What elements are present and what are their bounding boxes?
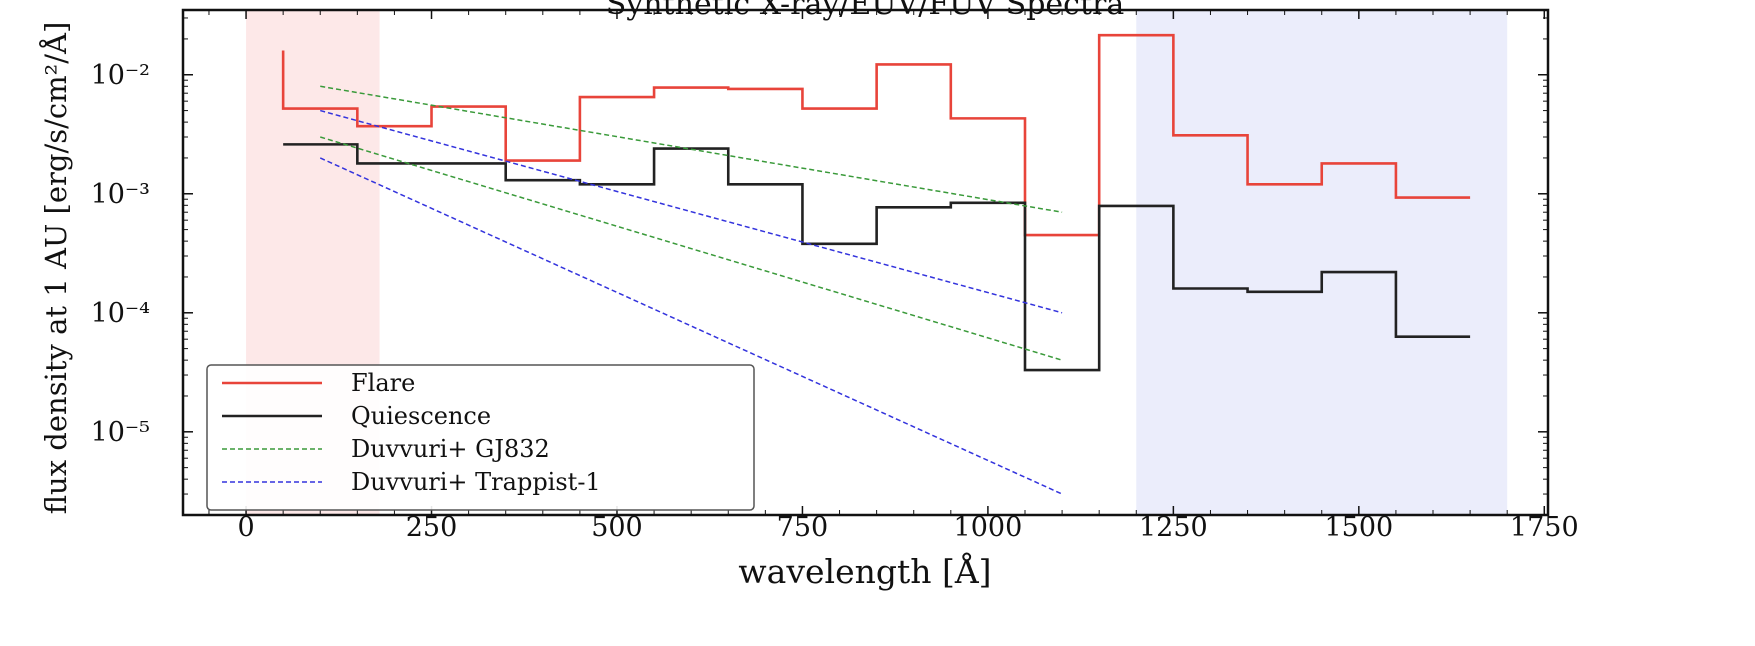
x-tick-label: 1750: [1510, 512, 1579, 543]
legend-label-flare: Flare: [351, 369, 415, 397]
x-tick-label: 750: [777, 512, 829, 543]
y-axis-label: flux density at 1 AU [erg/s/cm²/Å]: [38, 22, 73, 515]
plot-frame: [181, 8, 1550, 517]
series-quiescence-line: [283, 143, 1471, 372]
x-axis-label: wavelength [Å]: [738, 551, 991, 591]
series-duvvuri-gj832-line-1: [320, 85, 1063, 213]
x-tick-label: 0: [237, 512, 254, 543]
y-tick-label: 10⁻²: [91, 60, 150, 91]
chart-title: Synthetic X-ray/EUV/FUV Spectra: [606, 0, 1125, 22]
legend-box: [206, 364, 755, 511]
shaded-band-2: [1136, 10, 1508, 515]
series-flare-line: [281, 33, 1471, 237]
y-tick-label: 10⁻⁴: [91, 298, 150, 329]
y-tick-label: 10⁻⁵: [91, 417, 150, 448]
x-tick-label: 1000: [954, 512, 1023, 543]
legend: Flare Quiescence Duvvuri+ GJ832 Duvvuri+ Tr…: [206, 364, 755, 511]
y-tick-label: 10⁻³: [91, 179, 150, 210]
series-duvvuri-gj832-line-2: [320, 136, 1063, 361]
x-tick-label: 1500: [1324, 512, 1393, 543]
series-duvvuri-trappist-1-line-1: [320, 109, 1063, 314]
x-tick-label: 1250: [1139, 512, 1208, 543]
legend-label-quiescence: Quiescence: [351, 402, 491, 430]
x-tick-label: 500: [591, 512, 643, 543]
legend-label-duvvuri-gj832: Duvvuri+ GJ832: [351, 435, 550, 463]
legend-label-duvvuri-trappist-1: Duvvuri+ Trappist-1: [351, 468, 601, 496]
x-tick-label: 250: [406, 512, 458, 543]
